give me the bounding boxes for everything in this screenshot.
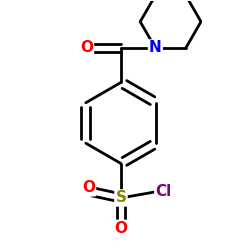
- Text: N: N: [149, 40, 162, 56]
- Text: O: O: [80, 40, 93, 56]
- Text: O: O: [82, 180, 95, 195]
- Text: Cl: Cl: [156, 184, 172, 199]
- Text: O: O: [114, 221, 128, 236]
- Text: S: S: [116, 190, 126, 206]
